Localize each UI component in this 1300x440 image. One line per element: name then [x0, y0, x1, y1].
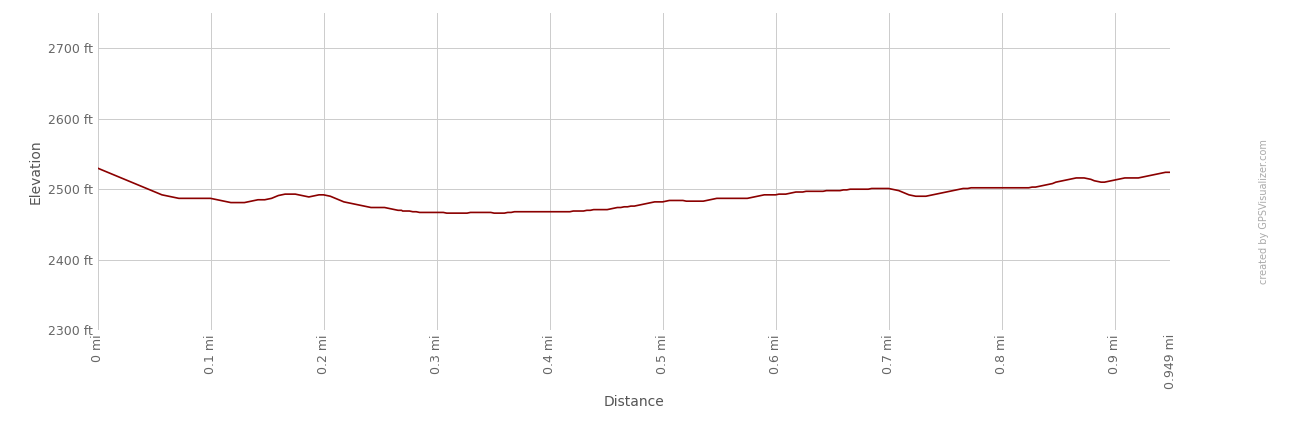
Y-axis label: Elevation: Elevation: [29, 139, 43, 204]
Text: created by GPSVisualizer.com: created by GPSVisualizer.com: [1258, 139, 1269, 284]
X-axis label: Distance: Distance: [603, 395, 664, 409]
